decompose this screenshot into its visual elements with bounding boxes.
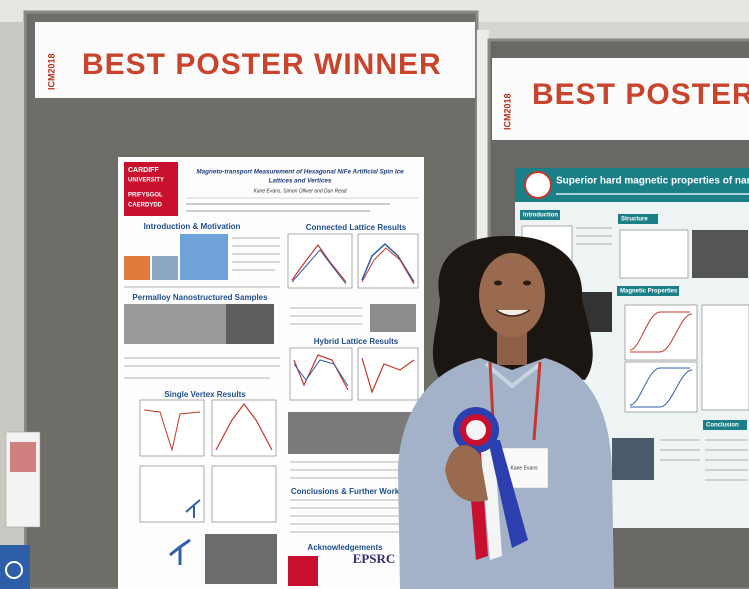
plot-curve — [291, 249, 347, 285]
text-lines — [290, 461, 412, 533]
banner — [35, 22, 475, 98]
text-lines — [124, 307, 362, 379]
sem-image — [692, 230, 748, 278]
plot — [624, 361, 698, 413]
photo-figure — [612, 438, 654, 480]
funder-logo: EPSRC — [353, 551, 396, 566]
banner-text: BEST POSTER WINNER — [532, 78, 749, 111]
section-heading: Conclusion — [706, 423, 739, 429]
section-heading: Permalloy Nanostructured Samples — [132, 293, 268, 302]
institute-logo — [524, 171, 552, 199]
poster-authors: Kane Evans, Simon Olliver and Dan Read — [253, 188, 346, 194]
figure — [124, 256, 150, 280]
plot — [701, 304, 749, 411]
badge-name: Kane Evans — [511, 465, 538, 471]
plot-curve — [361, 357, 415, 394]
plot-curve — [143, 409, 201, 452]
vertex-icon — [185, 499, 201, 518]
face — [479, 253, 545, 337]
plot-curve — [361, 242, 415, 283]
section-bar — [703, 420, 747, 430]
section-heading: Single Vertex Results — [164, 390, 246, 399]
section-bar — [617, 286, 679, 296]
plot — [139, 399, 205, 457]
university-text: CARDIFF — [128, 167, 159, 174]
text-lines — [576, 227, 748, 481]
poster-header — [515, 168, 749, 202]
banner-logo: ICM2018 — [502, 93, 512, 130]
section-heading: Magnetic Properties — [620, 289, 678, 295]
plot-curve — [293, 359, 349, 387]
section-heading: Introduction & Motivation — [144, 222, 241, 231]
section-heading: Hybrid Lattice Results — [314, 337, 399, 346]
university-text: CAERDYDD — [128, 203, 163, 209]
sem-image — [370, 304, 416, 332]
small-poster-image — [10, 442, 36, 472]
plot-curve — [215, 403, 273, 451]
sem-image — [226, 304, 274, 344]
hand — [445, 445, 488, 502]
banner-logo: ICM2018 — [46, 53, 56, 90]
ribbon — [480, 440, 502, 560]
text-lines — [124, 237, 280, 288]
plot-curve — [291, 243, 347, 283]
figure — [152, 256, 178, 280]
section-bar — [618, 214, 658, 224]
plot — [357, 233, 419, 289]
plot — [357, 347, 419, 401]
section-bar — [520, 210, 560, 220]
ribbon — [488, 440, 528, 548]
sem-image — [288, 412, 418, 454]
plot-curve — [361, 247, 415, 285]
society-logo — [288, 556, 318, 586]
sem-image — [205, 534, 277, 584]
hysteresis-loop — [629, 367, 693, 408]
poster-title: Magneto-transport Measurement of Hexagon… — [196, 169, 404, 176]
banner-text: BEST POSTER WINNER — [82, 48, 442, 81]
smile — [495, 309, 531, 317]
section-heading: Introduction — [523, 213, 558, 219]
banner — [492, 58, 749, 140]
plot — [624, 304, 698, 361]
section-heading: Connected Lattice Results — [306, 223, 407, 232]
plot — [619, 229, 689, 279]
poster-title: Lattices and Vertices — [269, 178, 332, 185]
wheelchair-icon — [5, 561, 23, 579]
section-heading: Structure — [621, 217, 648, 223]
university-logo — [124, 162, 178, 216]
plot — [211, 465, 277, 523]
vertex-icon — [169, 538, 191, 565]
plot — [211, 399, 277, 457]
figure — [180, 234, 228, 280]
eye — [523, 280, 531, 286]
hysteresis-loop — [629, 311, 693, 353]
poster-title: Superior hard magnetic properties of nan… — [556, 176, 749, 187]
university-text: UNIVERSITY — [128, 178, 164, 184]
university-text: PRIFYSGOL — [128, 193, 163, 199]
section-heading: Conclusions & Further Work — [291, 487, 400, 496]
section-heading: Acknowledgements — [307, 543, 383, 552]
plot — [287, 233, 353, 289]
accessibility-sign — [0, 545, 30, 589]
eye — [494, 280, 502, 286]
collar — [484, 362, 542, 389]
rosette — [466, 420, 486, 440]
